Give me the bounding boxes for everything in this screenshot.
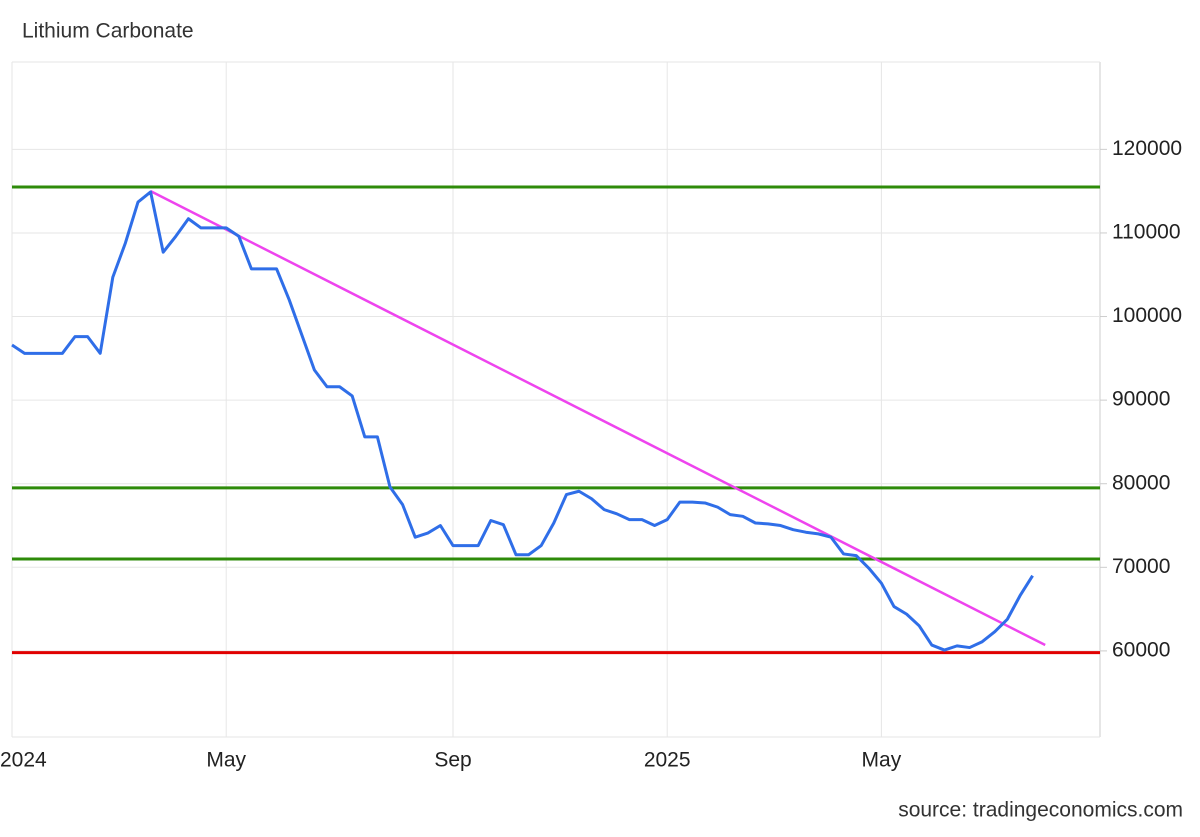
y-tick-label: 80000 <box>1112 471 1170 494</box>
x-tick-label: May <box>206 749 246 772</box>
x-tick-label: May <box>862 749 902 772</box>
y-tick-label: 60000 <box>1112 638 1170 661</box>
y-tick-label: 120000 <box>1112 137 1182 160</box>
y-tick-label: 110000 <box>1112 220 1181 243</box>
line-series <box>11 190 1034 652</box>
y-tick-label: 90000 <box>1112 388 1170 411</box>
x-tick-label: 2024 <box>0 749 47 772</box>
x-tick-label: 2025 <box>644 749 691 772</box>
y-tick-label: 70000 <box>1112 555 1170 578</box>
source: source: tradingeconomics.com <box>898 799 1183 822</box>
x-tick-label: Sep <box>434 749 471 772</box>
chart-title: Lithium Carbonate <box>22 20 194 43</box>
y-tick-label: 100000 <box>1112 304 1182 327</box>
trend-line <box>150 190 1046 647</box>
